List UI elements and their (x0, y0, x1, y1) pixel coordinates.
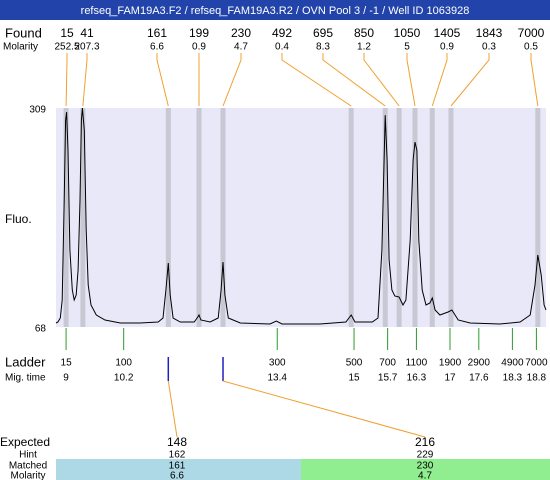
ladder-size: 1900 (439, 358, 462, 369)
y-tick-label: 309 (29, 105, 46, 116)
matched-molarity: 4.7 (418, 471, 432, 480)
found-molarity: 4.7 (234, 42, 248, 53)
found-size: 15 (60, 26, 74, 40)
peak-connector (450, 53, 490, 107)
peak-band (220, 108, 226, 327)
hint-size: 229 (417, 450, 434, 461)
peak-band (412, 108, 418, 327)
peak-connector (363, 53, 400, 107)
ladder-time: 17 (444, 373, 456, 384)
found-molarity: 0.9 (192, 42, 206, 53)
trace-line (55, 108, 547, 325)
molarity-label: Molarity (3, 42, 38, 53)
ladder-time: 10.2 (114, 373, 134, 384)
found-molarity: 1.2 (357, 42, 371, 53)
ladder-time: 17.6 (469, 373, 489, 384)
found-molarity: 6.6 (150, 42, 164, 53)
ladder-time: 9 (63, 373, 69, 384)
matched-size: 230 (417, 461, 434, 472)
hint-label: Hint (19, 450, 37, 461)
peak-band (80, 108, 86, 327)
y-tick-label: 68 (35, 324, 47, 335)
peak-band (535, 108, 541, 327)
ladder-size: 300 (269, 358, 286, 369)
matched-size: 161 (169, 461, 186, 472)
ladder-size: 500 (346, 358, 363, 369)
matched-connector (222, 380, 426, 438)
expected-background (56, 459, 550, 480)
y-axis-label: Fluo. (5, 212, 32, 226)
found-molarity: 8.3 (316, 42, 330, 53)
found-size: 199 (189, 26, 209, 40)
ladder-time: 16.3 (407, 373, 427, 384)
ladder-size: 15 (61, 358, 73, 369)
peak-band (348, 108, 354, 327)
found-size: 850 (354, 26, 374, 40)
matched-connector (167, 380, 178, 438)
found-molarity: 5 (404, 42, 410, 53)
found-size: 1050 (394, 26, 421, 40)
found-size: 492 (272, 26, 292, 40)
ladder-size: 700 (379, 358, 396, 369)
hint-size: 162 (169, 450, 186, 461)
expected-size: 216 (415, 435, 435, 449)
found-size: 1405 (434, 26, 461, 40)
ladder-size: 2900 (468, 358, 491, 369)
found-molarity: 0.3 (482, 42, 496, 53)
expected-label: Expected (0, 435, 50, 449)
matched-molarity: 6.6 (170, 471, 184, 480)
peak-connector (431, 53, 448, 107)
expected-size: 148 (167, 435, 187, 449)
header-bar (0, 0, 550, 20)
peak-band (63, 108, 69, 327)
found-molarity: 0.9 (440, 42, 454, 53)
matched-background (56, 459, 301, 480)
ladder-size: 1100 (406, 358, 428, 369)
ladder-size: 4900 (501, 358, 524, 369)
plot-area (56, 108, 546, 327)
peak-connector (530, 53, 539, 107)
mig-time-label: Mig. time (5, 373, 46, 384)
ladder-time: 15.7 (378, 373, 398, 384)
found-molarity: 0.5 (524, 42, 538, 53)
peak-band (396, 108, 402, 327)
peak-band (429, 108, 435, 327)
peak-connector (156, 53, 169, 107)
found-molarity: 0.4 (275, 42, 289, 53)
peak-connector (281, 53, 352, 107)
ladder-size: 100 (115, 358, 132, 369)
found-size: 1843 (476, 26, 503, 40)
peak-band (448, 108, 454, 327)
header-title: refseq_FAM19A3.F2 / refseq_FAM19A3.R2 / … (81, 5, 470, 17)
matched-label: Matched (9, 461, 47, 472)
peak-band (165, 108, 171, 327)
peak-connector (82, 53, 88, 107)
ladder-time: 15 (348, 373, 360, 384)
found-size: 161 (147, 26, 167, 40)
found-size: 41 (80, 26, 94, 40)
peak-connector (65, 53, 68, 107)
ladder-time: 18.3 (503, 373, 523, 384)
found-label: Found (5, 25, 42, 40)
peak-band (196, 108, 202, 327)
ladder-time: 18.8 (527, 373, 547, 384)
found-molarity: 252.5 (54, 42, 79, 53)
found-size: 7000 (518, 26, 545, 40)
exp-molarity-label: Molarity (10, 471, 45, 480)
ladder-label: Ladder (5, 354, 46, 369)
found-size: 230 (231, 26, 251, 40)
ladder-size: 7000 (525, 358, 548, 369)
found-size: 695 (313, 26, 333, 40)
found-molarity: 207.3 (74, 42, 99, 53)
matched-background (301, 459, 550, 480)
peak-band (382, 108, 388, 327)
peak-connector (406, 53, 416, 107)
peak-connector (222, 53, 242, 107)
peak-connector (322, 53, 386, 107)
ladder-time: 13.4 (268, 373, 288, 384)
